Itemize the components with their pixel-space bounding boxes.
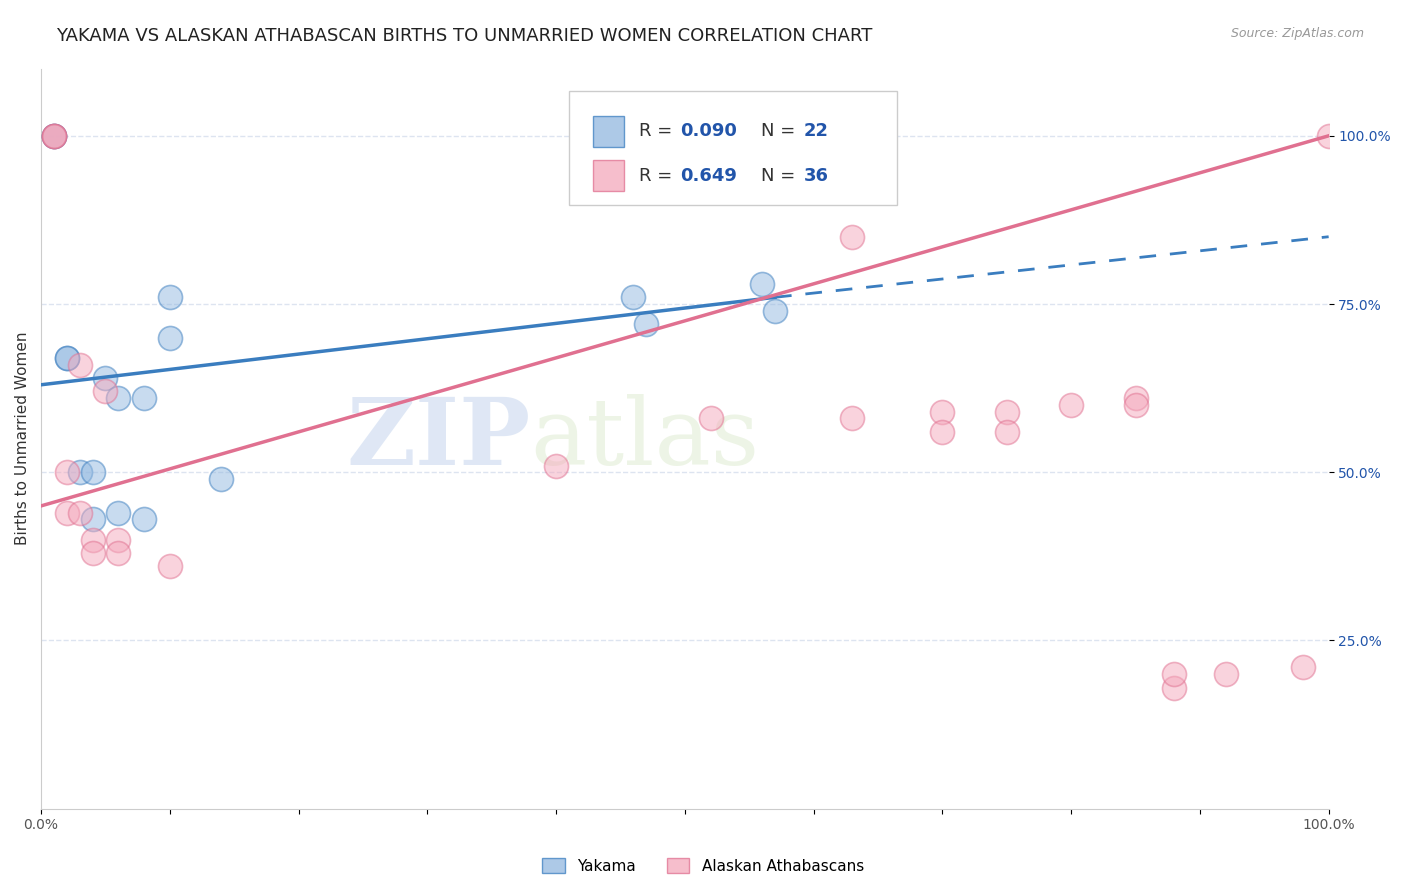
Point	[69, 506, 91, 520]
Point	[1292, 660, 1315, 674]
Text: 0.090: 0.090	[679, 122, 737, 140]
Point	[1163, 681, 1185, 695]
Point	[1125, 398, 1147, 412]
Point	[995, 405, 1018, 419]
Text: YAKAMA VS ALASKAN ATHABASCAN BIRTHS TO UNMARRIED WOMEN CORRELATION CHART: YAKAMA VS ALASKAN ATHABASCAN BIRTHS TO U…	[56, 27, 873, 45]
Point	[107, 506, 129, 520]
Point	[636, 317, 658, 331]
Text: 0.649: 0.649	[679, 167, 737, 185]
FancyBboxPatch shape	[569, 91, 897, 205]
Point	[1125, 391, 1147, 405]
Point	[763, 303, 786, 318]
Point	[69, 358, 91, 372]
Point	[621, 290, 644, 304]
Point	[546, 458, 568, 473]
Text: atlas: atlas	[530, 393, 759, 483]
Point	[699, 411, 721, 425]
Text: ZIP: ZIP	[346, 393, 530, 483]
Point	[841, 229, 863, 244]
Text: N =: N =	[761, 167, 801, 185]
Point	[82, 465, 104, 479]
Point	[94, 371, 117, 385]
Point	[42, 128, 65, 143]
FancyBboxPatch shape	[593, 161, 624, 192]
Point	[94, 384, 117, 399]
Point	[159, 331, 181, 345]
Point	[209, 472, 232, 486]
Point	[159, 559, 181, 574]
Point	[1317, 128, 1340, 143]
Legend: Yakama, Alaskan Athabascans: Yakama, Alaskan Athabascans	[536, 852, 870, 880]
Point	[1060, 398, 1083, 412]
Point	[1215, 667, 1237, 681]
Point	[42, 128, 65, 143]
Text: R =: R =	[638, 167, 678, 185]
Point	[56, 351, 79, 365]
Point	[56, 506, 79, 520]
Text: R =: R =	[638, 122, 678, 140]
Point	[931, 425, 953, 439]
Point	[751, 277, 773, 291]
Point	[42, 128, 65, 143]
Point	[107, 546, 129, 560]
Point	[107, 533, 129, 547]
Point	[159, 290, 181, 304]
Point	[42, 128, 65, 143]
Point	[82, 512, 104, 526]
Point	[995, 425, 1018, 439]
Point	[132, 512, 155, 526]
Point	[107, 391, 129, 405]
Point	[931, 405, 953, 419]
Point	[56, 351, 79, 365]
Text: N =: N =	[761, 122, 801, 140]
Point	[56, 465, 79, 479]
Point	[82, 546, 104, 560]
Text: 36: 36	[803, 167, 828, 185]
FancyBboxPatch shape	[593, 116, 624, 147]
Point	[1163, 667, 1185, 681]
Point	[82, 533, 104, 547]
Y-axis label: Births to Unmarried Women: Births to Unmarried Women	[15, 332, 30, 545]
Point	[132, 391, 155, 405]
Point	[69, 465, 91, 479]
Text: Source: ZipAtlas.com: Source: ZipAtlas.com	[1230, 27, 1364, 40]
Point	[42, 128, 65, 143]
Point	[841, 411, 863, 425]
Text: 22: 22	[803, 122, 828, 140]
